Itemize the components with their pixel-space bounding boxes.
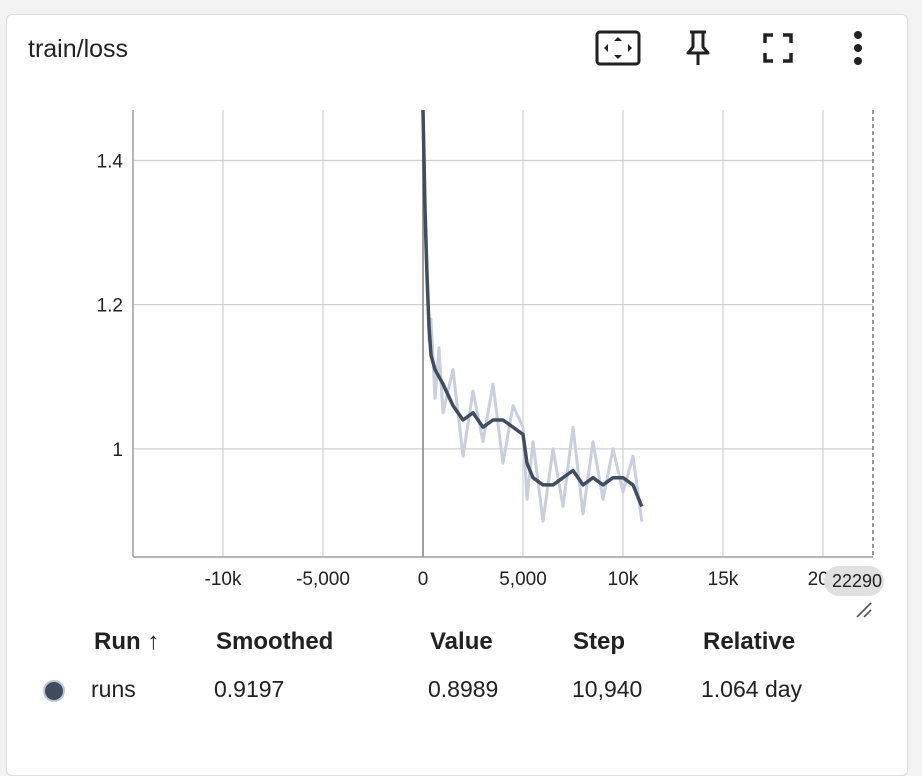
fullscreen-button[interactable] <box>754 28 802 68</box>
y-gridlines <box>133 159 873 450</box>
col-header-value[interactable]: Value <box>430 628 493 655</box>
cell-value: 0.8989 <box>428 676 499 702</box>
x-tick-label: -10k <box>205 569 242 590</box>
more-menu-button[interactable] <box>834 28 882 68</box>
col-header-relative[interactable]: Relative <box>703 628 796 655</box>
x-tick-label: 5,000 <box>499 569 547 590</box>
resize-handle[interactable] <box>855 602 873 623</box>
x-tick-labels: -10k -5,000 0 5,000 10k 15k 20k <box>205 569 839 590</box>
series-raw-line-runs <box>421 109 644 523</box>
run-color-swatch <box>43 680 65 702</box>
y-tick-label: 1.2 <box>97 296 123 317</box>
col-header-smoothed[interactable]: Smoothed <box>216 628 334 655</box>
x-tick-label: -5,000 <box>296 569 350 590</box>
y-tick-label: 1.4 <box>97 151 124 172</box>
cell-step: 10,940 <box>572 676 643 702</box>
cursor-step-chip: 22290 <box>824 566 884 596</box>
y-tick-labels: 1 1.2 1.4 <box>97 151 124 460</box>
cell-run-name: runs <box>91 676 136 702</box>
pin-button[interactable] <box>674 28 722 68</box>
line-chart[interactable]: 11.21.4 -10k -5,000 0 5,000 10k 15k 20k <box>0 0 922 620</box>
resize-icon <box>856 602 872 618</box>
more-vertical-icon <box>854 31 862 65</box>
fullscreen-icon <box>763 33 793 63</box>
col-header-step[interactable]: Step <box>573 628 626 655</box>
series-smoothed-line-runs <box>421 109 644 508</box>
x-tick-label: 10k <box>608 569 639 590</box>
fit-to-data-icon <box>595 30 641 66</box>
cell-smoothed: 0.9197 <box>214 676 285 702</box>
y-tick-label: 1 <box>112 440 123 461</box>
x-tick-label: 0 <box>418 569 429 590</box>
x-gridlines <box>222 110 824 557</box>
x-tick-label: 15k <box>708 569 739 590</box>
cell-relative: 1.064 day <box>701 676 803 702</box>
fit-domain-button[interactable] <box>594 28 642 68</box>
card-title: train/loss <box>28 35 129 63</box>
pin-icon <box>686 30 710 65</box>
col-header-run[interactable]: Run ↑ <box>94 628 160 655</box>
